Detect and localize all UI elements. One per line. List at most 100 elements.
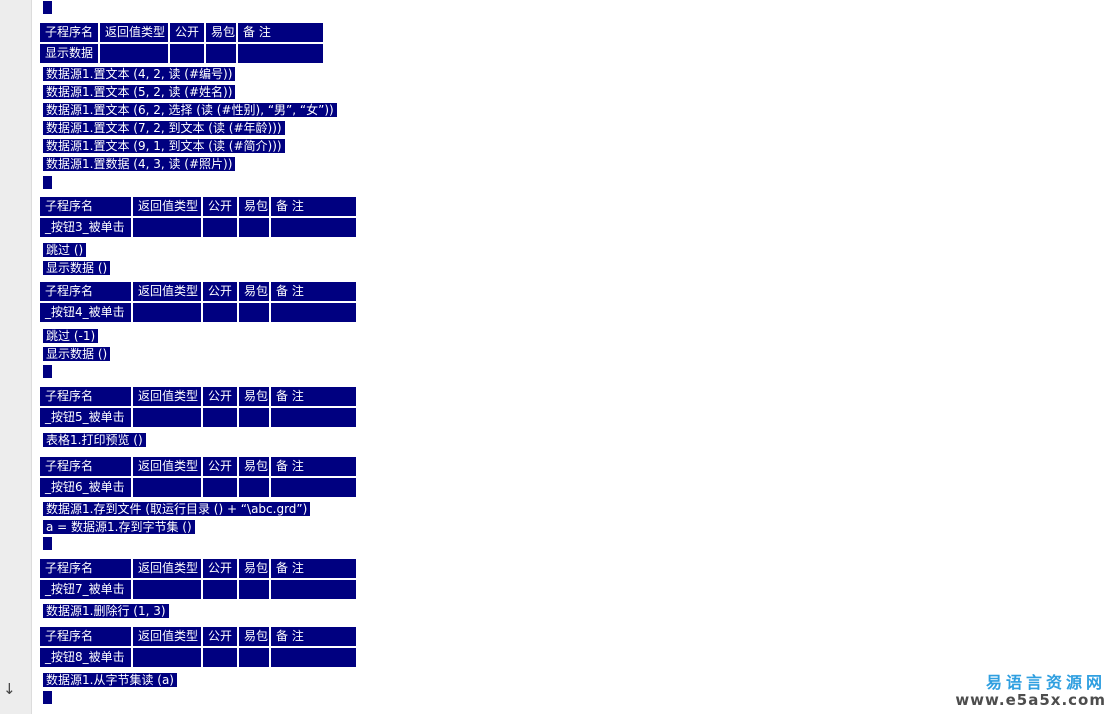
column-header-return-type: 返回值类型	[133, 457, 203, 478]
subroutine-name-cell[interactable]: _按钮4_被单击	[40, 303, 133, 322]
public-cell[interactable]	[203, 478, 239, 497]
column-header-remark: 备 注	[271, 197, 356, 218]
column-header-remark: 备 注	[238, 23, 323, 44]
text-cursor	[43, 691, 52, 704]
code-line[interactable]: 数据源1.置数据 (4, 3, 读 (#照片))	[43, 157, 236, 171]
column-header-package: 易包	[239, 282, 271, 303]
code-line[interactable]: 数据源1.删除行 (1, 3)	[43, 604, 169, 618]
code-line[interactable]: 显示数据 ()	[43, 261, 111, 275]
remark-cell[interactable]	[271, 218, 356, 237]
subroutine-name-cell[interactable]: _按钮3_被单击	[40, 218, 133, 237]
code-line[interactable]: 跳过 (-1)	[43, 329, 99, 343]
column-header-public: 公开	[203, 627, 239, 648]
text-cursor	[43, 537, 52, 550]
table-row: _按钮5_被单击	[40, 408, 356, 427]
code-line[interactable]: 数据源1.置文本 (9, 1, 到文本 (读 (#简介)))	[43, 139, 285, 153]
column-header-remark: 备 注	[271, 282, 356, 303]
subroutine-name-cell[interactable]: _按钮7_被单击	[40, 580, 133, 599]
column-header-package: 易包	[239, 387, 271, 408]
column-header-subroutine-name: 子程序名	[40, 457, 133, 478]
column-header-return-type: 返回值类型	[133, 197, 203, 218]
table-row: _按钮7_被单击	[40, 580, 356, 599]
public-cell[interactable]	[203, 648, 239, 667]
subroutine-table-button7-clicked: 子程序名 返回值类型 公开 易包 备 注 _按钮7_被单击	[40, 559, 356, 599]
table-row: _按钮8_被单击	[40, 648, 356, 667]
subroutine-name-cell[interactable]: 显示数据	[40, 44, 100, 63]
package-cell[interactable]	[239, 408, 271, 427]
return-type-cell[interactable]	[133, 303, 203, 322]
code-line[interactable]: 数据源1.置文本 (5, 2, 读 (#姓名))	[43, 85, 236, 99]
text-cursor	[43, 176, 52, 189]
column-header-package: 易包	[206, 23, 238, 44]
code-line[interactable]: 数据源1.置文本 (7, 2, 到文本 (读 (#年龄)))	[43, 121, 285, 135]
public-cell[interactable]	[203, 218, 239, 237]
table-header-row: 子程序名 返回值类型 公开 易包 备 注	[40, 197, 356, 218]
column-header-remark: 备 注	[271, 387, 356, 408]
column-header-package: 易包	[239, 627, 271, 648]
column-header-subroutine-name: 子程序名	[40, 387, 133, 408]
column-header-return-type: 返回值类型	[133, 387, 203, 408]
table-header-row: 子程序名 返回值类型 公开 易包 备 注	[40, 387, 356, 408]
column-header-public: 公开	[203, 282, 239, 303]
remark-cell[interactable]	[238, 44, 323, 63]
subroutine-name-cell[interactable]: _按钮8_被单击	[40, 648, 133, 667]
public-cell[interactable]	[203, 408, 239, 427]
subroutine-name-cell[interactable]: _按钮5_被单击	[40, 408, 133, 427]
scroll-down-arrow-icon[interactable]: ↓	[3, 680, 16, 698]
table-header-row: 子程序名 返回值类型 公开 易包 备 注	[40, 627, 356, 648]
package-cell[interactable]	[239, 303, 271, 322]
table-row: _按钮3_被单击	[40, 218, 356, 237]
column-header-public: 公开	[203, 197, 239, 218]
remark-cell[interactable]	[271, 478, 356, 497]
public-cell[interactable]	[203, 303, 239, 322]
watermark-site-name: 易语言资源网	[985, 673, 1106, 692]
public-cell[interactable]	[203, 580, 239, 599]
remark-cell[interactable]	[271, 580, 356, 599]
column-header-public: 公开	[203, 559, 239, 580]
code-line[interactable]: 显示数据 ()	[43, 347, 111, 361]
package-cell[interactable]	[239, 218, 271, 237]
remark-cell[interactable]	[271, 303, 356, 322]
column-header-remark: 备 注	[271, 457, 356, 478]
code-line[interactable]: 数据源1.从字节集读 (a)	[43, 673, 177, 687]
remark-cell[interactable]	[271, 408, 356, 427]
text-cursor	[43, 365, 52, 378]
column-header-package: 易包	[239, 457, 271, 478]
return-type-cell[interactable]	[133, 408, 203, 427]
code-line[interactable]: a = 数据源1.存到字节集 ()	[43, 520, 195, 534]
package-cell[interactable]	[206, 44, 238, 63]
package-cell[interactable]	[239, 580, 271, 599]
return-type-cell[interactable]	[133, 580, 203, 599]
column-header-remark: 备 注	[271, 627, 356, 648]
table-row: _按钮4_被单击	[40, 303, 356, 322]
table-header-row: 子程序名 返回值类型 公开 易包 备 注	[40, 457, 356, 478]
return-type-cell[interactable]	[133, 648, 203, 667]
code-line[interactable]: 数据源1.置文本 (6, 2, 选择 (读 (#性别), “男”, “女”))	[43, 103, 337, 117]
column-header-public: 公开	[203, 387, 239, 408]
return-type-cell[interactable]	[133, 218, 203, 237]
column-header-subroutine-name: 子程序名	[40, 627, 133, 648]
return-type-cell[interactable]	[100, 44, 170, 63]
code-line[interactable]: 数据源1.置文本 (4, 2, 读 (#编号))	[43, 67, 236, 81]
subroutine-table-display-data: 子程序名 返回值类型 公开 易包 备 注 显示数据	[40, 23, 323, 63]
left-gutter	[0, 0, 32, 714]
column-header-subroutine-name: 子程序名	[40, 23, 100, 44]
remark-cell[interactable]	[271, 648, 356, 667]
package-cell[interactable]	[239, 478, 271, 497]
watermark-site-url: www.e5a5x.com	[955, 691, 1106, 709]
watermark: 易语言资源网 www.e5a5x.com	[955, 673, 1106, 709]
column-header-return-type: 返回值类型	[133, 282, 203, 303]
column-header-subroutine-name: 子程序名	[40, 197, 133, 218]
code-line[interactable]: 表格1.打印预览 ()	[43, 433, 146, 447]
return-type-cell[interactable]	[133, 478, 203, 497]
subroutine-table-button8-clicked: 子程序名 返回值类型 公开 易包 备 注 _按钮8_被单击	[40, 627, 356, 667]
package-cell[interactable]	[239, 648, 271, 667]
code-line[interactable]: 数据源1.存到文件 (取运行目录 () + “\abc.grd”)	[43, 502, 311, 516]
code-line[interactable]: 跳过 ()	[43, 243, 87, 257]
column-header-return-type: 返回值类型	[133, 559, 203, 580]
column-header-remark: 备 注	[271, 559, 356, 580]
column-header-subroutine-name: 子程序名	[40, 282, 133, 303]
subroutine-name-cell[interactable]: _按钮6_被单击	[40, 478, 133, 497]
public-cell[interactable]	[170, 44, 206, 63]
